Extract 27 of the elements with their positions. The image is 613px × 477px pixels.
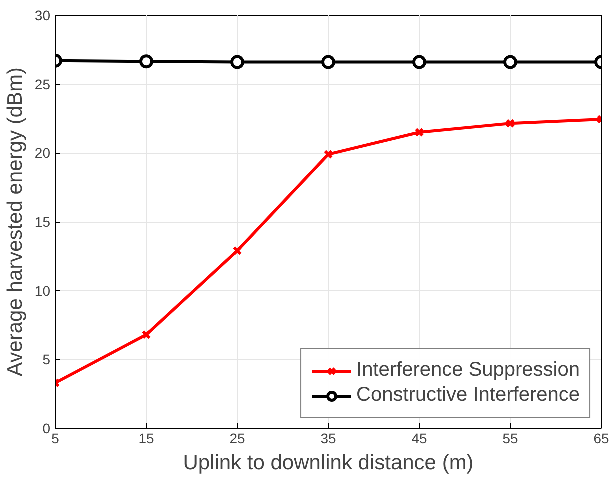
x-tick-label: 35 bbox=[320, 430, 336, 446]
point bbox=[504, 55, 518, 70]
y-axis-title: Average harvested energy (dBm) bbox=[4, 68, 27, 376]
point bbox=[324, 150, 334, 160]
x-tick-label: 15 bbox=[138, 430, 154, 446]
y-tick-label: 25 bbox=[34, 76, 51, 92]
point bbox=[232, 246, 242, 256]
x-tick-label: 45 bbox=[412, 430, 428, 446]
point bbox=[506, 118, 516, 128]
point bbox=[322, 55, 336, 70]
x-tick-label: 25 bbox=[230, 430, 246, 446]
point bbox=[230, 55, 244, 70]
y-tick-label: 0 bbox=[42, 420, 51, 436]
y-tick-label: 10 bbox=[34, 282, 51, 299]
y-tick-label: 20 bbox=[34, 145, 51, 162]
legend-label: Constructive Interference bbox=[356, 384, 580, 407]
y-tick-label: 30 bbox=[34, 8, 51, 24]
x-tick-label: 55 bbox=[502, 430, 518, 446]
point bbox=[414, 128, 424, 138]
point bbox=[412, 55, 426, 70]
point bbox=[142, 330, 152, 340]
x-tick-label: 65 bbox=[594, 430, 610, 446]
x-axis-title: Uplink to downlink distance (m) bbox=[183, 452, 474, 474]
point bbox=[140, 54, 154, 69]
y-tick-label: 5 bbox=[42, 352, 51, 368]
legend-label: Interference Suppression bbox=[356, 359, 580, 382]
y-tick-label: 15 bbox=[34, 214, 51, 230]
